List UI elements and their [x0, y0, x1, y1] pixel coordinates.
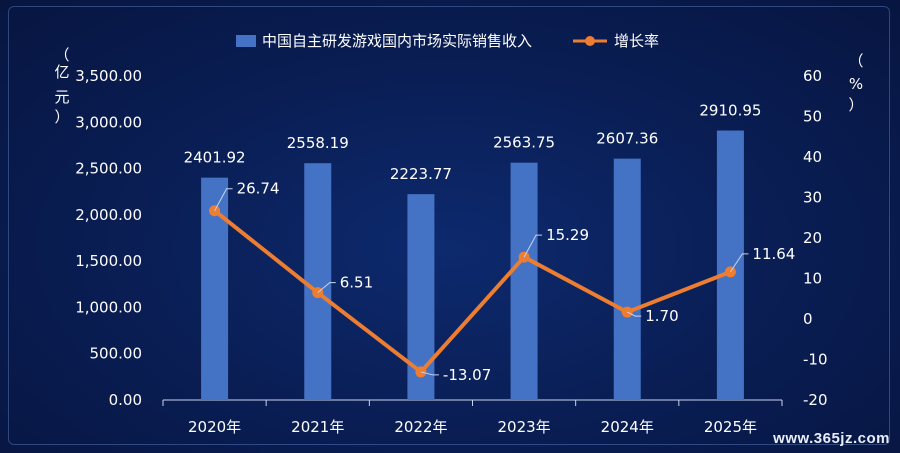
line-data-label: 26.74	[237, 180, 280, 198]
y-right-tick-label: 0	[803, 310, 813, 328]
chart-legend: 中国自主研发游戏国内市场实际销售收入 增长率	[236, 32, 659, 50]
y-right-tick-label: 40	[803, 148, 822, 166]
bar	[613, 158, 641, 400]
bar	[304, 163, 332, 400]
y-axis-left: 0.00 500.00 1,000.00 1,500.00 2,000.00 2,500.…	[54, 46, 142, 409]
x-tick-label: 2023年	[497, 418, 550, 436]
y-left-title-char: 亿	[54, 63, 69, 81]
y-right-tick-label: 20	[803, 229, 822, 247]
y-right-tick-label: 30	[803, 189, 822, 207]
line-label-leader	[317, 282, 336, 294]
watermark: www.365jz.com	[773, 430, 890, 447]
bar	[510, 162, 538, 400]
legend-bar-swatch	[236, 35, 256, 47]
y-right-tick-label: 60	[803, 67, 822, 85]
bar-data-label: 2558.19	[287, 134, 349, 152]
x-tick-label: 2024年	[601, 418, 654, 436]
y-right-title-char: （	[848, 52, 863, 70]
y-right-tick-label: -10	[803, 351, 828, 369]
y-right-tick-label: 10	[803, 270, 822, 288]
y-right-title-char: ）	[848, 96, 863, 114]
bar-data-label: 2607.36	[596, 130, 658, 148]
legend-line-label: 增长率	[614, 32, 659, 50]
y-right-tick-label: -20	[803, 391, 828, 409]
y-left-title-char: ）	[54, 108, 69, 126]
x-tick-label: 2025年	[704, 418, 757, 436]
line-series: 26.74 6.51 -13.07 15.29 1.70 11.64	[209, 180, 795, 384]
legend-bar-label: 中国自主研发游戏国内市场实际销售收入	[262, 32, 532, 50]
line-label-leader	[420, 371, 439, 376]
y-left-tick-label: 2,500.00	[75, 160, 142, 178]
x-tick-label: 2022年	[394, 418, 447, 436]
x-tick-label: 2021年	[291, 418, 344, 436]
y-left-tick-label: 0.00	[109, 391, 142, 409]
y-right-title-char: %	[849, 75, 863, 93]
bar-series: 2401.92 2558.19 2223.77 2563.75 2607.36 2910.…	[184, 102, 761, 400]
line-data-label: -13.07	[443, 366, 491, 384]
line-label-leader	[214, 188, 233, 211]
line-data-label: 15.29	[546, 226, 589, 244]
y-left-tick-label: 1,500.00	[75, 252, 142, 270]
line-label-leader	[730, 253, 749, 273]
y-left-title-char: 元	[54, 88, 69, 106]
chart-frame	[8, 6, 890, 445]
line-data-label: 1.70	[645, 307, 678, 325]
y-left-tick-label: 3,500.00	[75, 67, 142, 85]
line-data-label: 11.64	[752, 245, 795, 263]
line-label-leader	[523, 234, 543, 258]
growth-line	[213, 209, 732, 374]
bar	[716, 130, 744, 400]
y-right-tick-label: 50	[803, 108, 822, 126]
y-left-tick-label: 2,000.00	[75, 206, 142, 224]
y-left-title-char: （	[54, 46, 69, 64]
bar-data-label: 2401.92	[184, 149, 246, 167]
x-axis: 2020年 2021年 2022年 2023年 2024年 2025年	[162, 399, 783, 436]
line-label-leader	[627, 311, 642, 317]
y-left-tick-label: 3,000.00	[75, 113, 142, 131]
line-data-label: 6.51	[340, 274, 373, 292]
y-left-tick-label: 500.00	[90, 345, 143, 363]
bar-data-label: 2563.75	[493, 134, 555, 152]
legend-line-marker	[585, 36, 595, 46]
y-left-tick-label: 1,000.00	[75, 298, 142, 316]
x-tick-label: 2020年	[188, 418, 241, 436]
bar-data-label: 2910.95	[699, 102, 761, 120]
bar-data-label: 2223.77	[390, 165, 452, 183]
y-axis-right: -20 -10 0 10 20 30 40 50 60 （% ）	[803, 52, 864, 409]
